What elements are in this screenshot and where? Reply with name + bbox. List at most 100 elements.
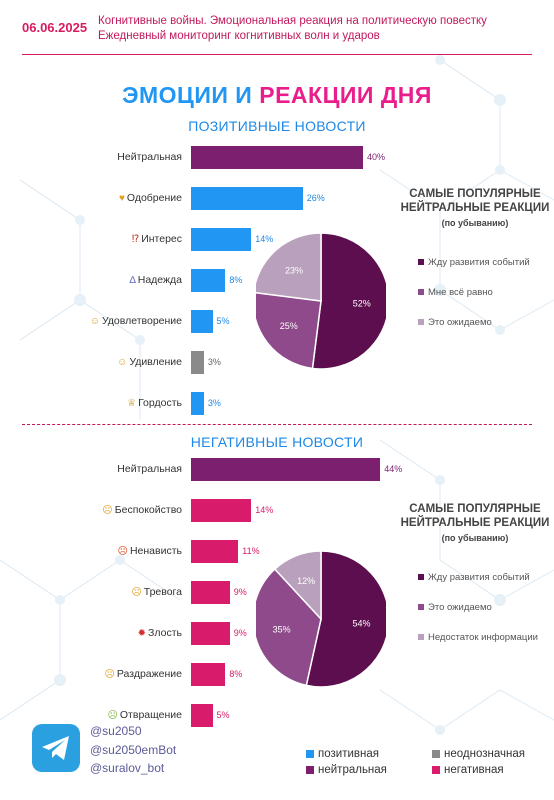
positive-bar-label: ⁉ Интерес <box>132 233 182 245</box>
positive-bar-label: ☺ Удивление <box>117 356 182 368</box>
positive-category-text: Гордость <box>138 397 182 409</box>
legend-neutral-swatch <box>306 765 314 774</box>
positive-category-text: Удовлетворение <box>101 315 182 327</box>
positive-bar-value: 8% <box>229 275 243 285</box>
negative-pie-subtitle: (по убыванию) <box>441 533 509 543</box>
negative-pie-value: 12% <box>297 576 315 586</box>
telegram-handle-1[interactable]: @su2050 <box>90 724 142 738</box>
positive-pie-legend-swatch <box>418 289 424 296</box>
page-title-part-1: ЭМОЦИИ И <box>122 82 260 108</box>
positive-category-text: Надежда <box>137 274 182 286</box>
positive-pie-legend-label: Это ожидаемо <box>428 317 492 328</box>
negative-pie-legend-item: Недостаток информации <box>418 632 538 643</box>
negative-bar-value: 8% <box>229 669 243 679</box>
exclamation-question-icon: ⁉ <box>131 234 140 245</box>
legend-positive: позитивная <box>306 748 379 760</box>
trophy-icon: ♕ <box>127 398 137 409</box>
positive-bar <box>191 310 213 333</box>
negative-pie-value: 35% <box>273 625 291 635</box>
positive-pie-legend-item: Жду развития событий <box>418 257 538 268</box>
positive-bar-value: 5% <box>216 316 230 326</box>
positive-pie-slice <box>256 292 322 370</box>
page-title: ЭМОЦИИ И РЕАКЦИИ ДНЯ <box>0 82 554 109</box>
negative-pie-legend-label: Недостаток информации <box>428 632 538 643</box>
positive-pie-value: 52% <box>353 299 371 309</box>
negative-bar <box>191 581 230 604</box>
negative-bar-label: ☹ Ненависть <box>118 545 182 557</box>
nauseated-face-icon: ☹ <box>107 710 118 721</box>
section-divider <box>22 424 532 425</box>
negative-bar <box>191 622 230 645</box>
header-divider <box>22 54 532 55</box>
positive-pie-legend-label: Жду развития событий <box>428 257 530 268</box>
worried-face-icon: ☹ <box>102 505 113 516</box>
negative-category-text: Отвращение <box>119 709 182 721</box>
negative-bar-value: 44% <box>384 464 403 474</box>
negative-pie-title: САМЫЕ ПОПУЛЯРНЫЕ НЕЙТРАЛЬНЫЕ РЕАКЦИИ <box>400 503 550 529</box>
positive-pie-legend-label: Мне всё равно <box>428 287 493 298</box>
positive-pie-chart: 52% 25% 23% <box>256 232 386 370</box>
praying-hands-icon: ∆ <box>129 275 136 286</box>
negative-category-text: Ненависть <box>129 545 182 557</box>
slight-smile-icon: ☺ <box>89 316 100 327</box>
positive-pie-value: 23% <box>285 265 303 275</box>
header-line-2: Ежедневный мониторинг когнитивных волн и… <box>98 30 380 42</box>
positive-pie-subtitle: (по убыванию) <box>441 218 509 228</box>
negative-bar-value: 5% <box>216 710 230 720</box>
header-line-1: Когнитивные войны. Эмоциональная реакция… <box>98 15 487 27</box>
positive-bar-label: ♕ Гордость <box>127 397 182 409</box>
positive-bar-label: Нейтральная <box>117 151 182 163</box>
negative-bar <box>191 704 213 727</box>
header-description: Когнитивные войны. Эмоциональная реакция… <box>98 14 538 44</box>
negative-pie-chart: 54% 35% 12% <box>256 550 386 688</box>
anxious-face-icon: ☹ <box>131 587 142 598</box>
negative-pie-legend-swatch <box>418 574 424 581</box>
report-date: 06.06.2025 <box>22 20 88 35</box>
telegram-handle-3[interactable]: @suralov_bot <box>90 761 165 775</box>
negative-pie-legend-swatch <box>418 604 424 611</box>
positive-bar <box>191 269 226 292</box>
negative-pie-legend-label: Жду развития событий <box>428 572 530 583</box>
positive-pie-legend-item: Это ожидаемо <box>418 317 538 328</box>
negative-category-text: Нейтральная <box>117 463 182 475</box>
telegram-handle-2[interactable]: @su2050emBot <box>90 743 177 757</box>
negative-pie-legend-item: Это ожидаемо <box>418 602 538 613</box>
negative-category-text: Злость <box>148 627 182 639</box>
astonished-face-icon: ☺ <box>117 357 128 368</box>
positive-pie-slice <box>256 232 322 302</box>
negative-bar-label: ☹ Тревога <box>131 586 182 598</box>
positive-bar-value: 3% <box>207 398 221 408</box>
positive-category-text: Одобрение <box>126 192 182 204</box>
negative-bar-label: Нейтральная <box>117 463 182 475</box>
negative-bar <box>191 499 252 522</box>
positive-bar-label: ☺ Удовлетворение <box>90 315 182 327</box>
page-title-part-2: РЕАКЦИИ ДНЯ <box>259 82 432 108</box>
negative-bar <box>191 663 226 686</box>
heart-hands-icon: ♥ <box>118 193 125 204</box>
positive-pie-legend-swatch <box>418 319 424 326</box>
positive-pie-slice <box>311 232 386 370</box>
negative-bar-label: ☹ Беспокойство <box>102 504 182 516</box>
positive-bar <box>191 187 303 210</box>
legend-ambiguous-swatch <box>432 749 440 758</box>
positive-pie-legend-item: Мне всё равно <box>418 287 538 298</box>
legend-negative-swatch <box>432 765 440 774</box>
legend-negative-label: негативная <box>444 764 504 776</box>
positive-bar <box>191 146 363 169</box>
negative-bar-value: 9% <box>233 628 247 638</box>
negative-bar <box>191 540 239 563</box>
negative-pie-slice <box>305 550 386 688</box>
positive-category-text: Интерес <box>141 233 182 245</box>
positive-pie-title: САМЫЕ ПОПУЛЯРНЫЕ НЕЙТРАЛЬНЫЕ РЕАКЦИИ <box>400 188 550 214</box>
negative-pie-slice <box>256 568 322 687</box>
positive-pie-value: 25% <box>280 321 298 331</box>
positive-bar-value: 14% <box>255 234 274 244</box>
positive-bar-value: 26% <box>306 193 325 203</box>
positive-bar-label: ∆ Надежда <box>130 274 182 286</box>
negative-bar-label: ☹ Раздражение <box>104 668 182 680</box>
negative-news-title: НЕГАТИВНЫЕ НОВОСТИ <box>190 434 364 450</box>
positive-bar-value: 40% <box>367 152 386 162</box>
telegram-icon <box>32 724 80 772</box>
negative-category-text: Раздражение <box>116 668 182 680</box>
angry-face-icon: ☹ <box>117 546 128 557</box>
